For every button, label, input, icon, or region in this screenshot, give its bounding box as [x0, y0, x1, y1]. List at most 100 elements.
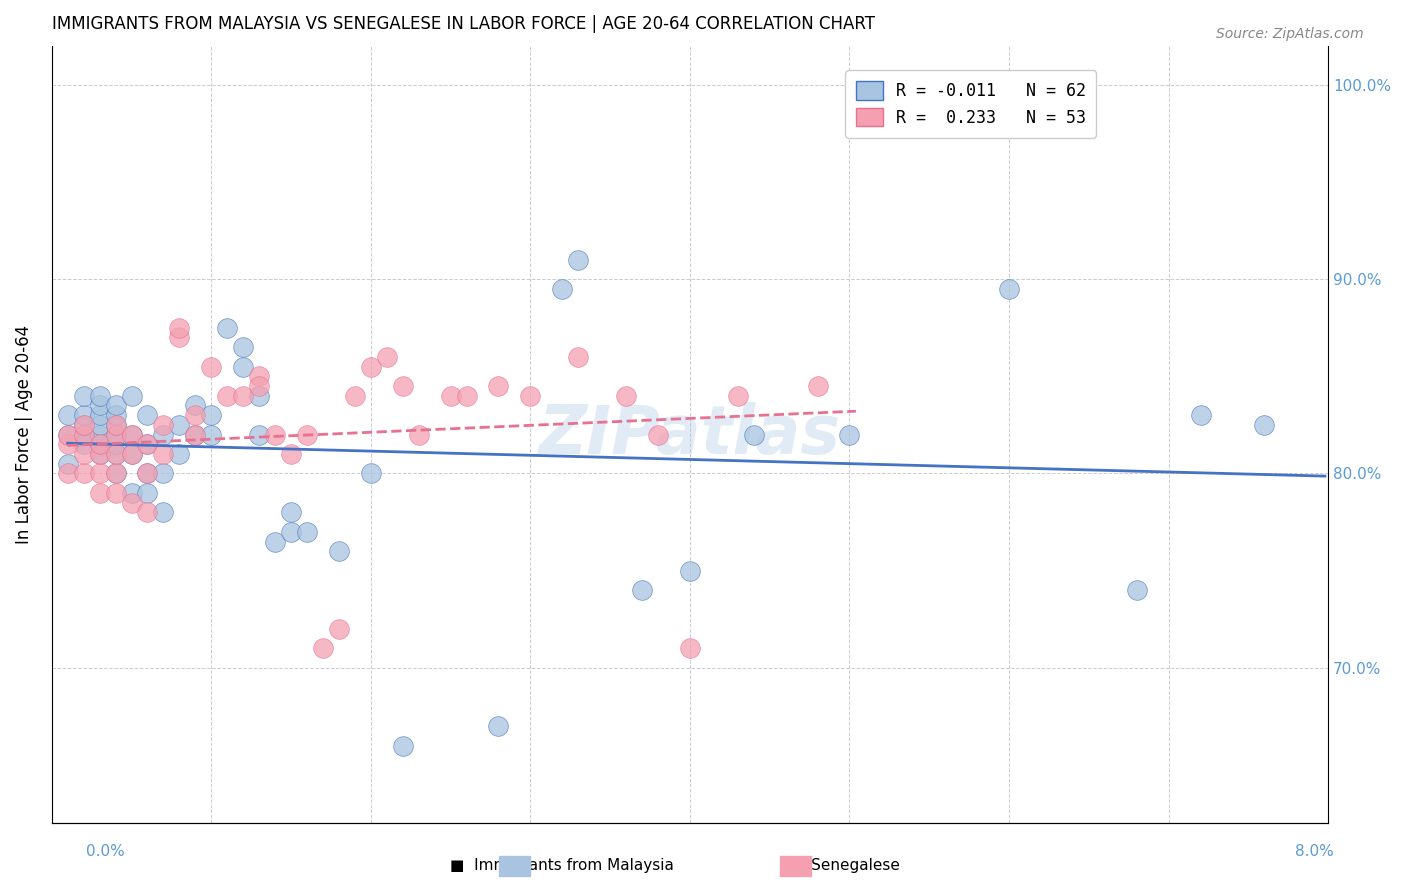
Point	[73, 427, 96, 442]
Point	[104, 467, 127, 481]
Point	[152, 505, 174, 519]
Point	[488, 379, 510, 393]
Point	[136, 467, 159, 481]
Point	[217, 320, 239, 334]
Point	[1253, 417, 1275, 432]
Point	[89, 398, 111, 412]
Point	[217, 389, 239, 403]
Point	[838, 427, 860, 442]
Point	[121, 427, 143, 442]
Text: ■  Senegalese: ■ Senegalese	[787, 858, 900, 872]
Point	[232, 340, 254, 354]
Point	[184, 408, 207, 422]
Point	[551, 282, 574, 296]
Text: IMMIGRANTS FROM MALAYSIA VS SENEGALESE IN LABOR FORCE | AGE 20-64 CORRELATION CH: IMMIGRANTS FROM MALAYSIA VS SENEGALESE I…	[52, 15, 875, 33]
Point	[104, 417, 127, 432]
Point	[247, 369, 270, 384]
Point	[56, 408, 79, 422]
Point	[200, 427, 222, 442]
Point	[89, 467, 111, 481]
Point	[280, 524, 302, 539]
Point	[806, 379, 828, 393]
Point	[73, 447, 96, 461]
Point	[73, 389, 96, 403]
Text: ZIPatlas: ZIPatlas	[538, 401, 841, 467]
Point	[136, 486, 159, 500]
Point	[343, 389, 366, 403]
Point	[456, 389, 478, 403]
Text: ■  Immigrants from Malaysia: ■ Immigrants from Malaysia	[450, 858, 675, 872]
Point	[328, 622, 350, 636]
Point	[121, 486, 143, 500]
Point	[121, 447, 143, 461]
Point	[89, 447, 111, 461]
Point	[631, 583, 654, 598]
Text: Source: ZipAtlas.com: Source: ZipAtlas.com	[1216, 27, 1364, 41]
Point	[152, 447, 174, 461]
Point	[136, 408, 159, 422]
Point	[56, 427, 79, 442]
Point	[121, 427, 143, 442]
Point	[73, 417, 96, 432]
Point	[184, 427, 207, 442]
Point	[169, 447, 191, 461]
Point	[519, 389, 541, 403]
Point	[328, 544, 350, 558]
Point	[247, 389, 270, 403]
Point	[375, 350, 398, 364]
Point	[89, 437, 111, 451]
Point	[104, 467, 127, 481]
Point	[121, 495, 143, 509]
Point	[312, 641, 335, 656]
Point	[614, 389, 637, 403]
Point	[152, 417, 174, 432]
Point	[136, 467, 159, 481]
Point	[184, 398, 207, 412]
Point	[647, 427, 669, 442]
Point	[408, 427, 430, 442]
Point	[89, 427, 111, 442]
Point	[73, 417, 96, 432]
Point	[391, 379, 413, 393]
Point	[998, 282, 1021, 296]
Point	[391, 739, 413, 753]
Point	[567, 350, 589, 364]
Point	[89, 408, 111, 422]
Point	[104, 447, 127, 461]
Point	[56, 457, 79, 471]
Point	[247, 379, 270, 393]
Point	[104, 417, 127, 432]
Point	[280, 505, 302, 519]
Point	[360, 467, 382, 481]
Point	[184, 427, 207, 442]
Point	[232, 389, 254, 403]
Point	[121, 389, 143, 403]
Point	[56, 467, 79, 481]
Point	[89, 437, 111, 451]
Point	[104, 427, 127, 442]
Point	[1125, 583, 1147, 598]
Point	[73, 427, 96, 442]
Point	[89, 389, 111, 403]
Point	[56, 427, 79, 442]
Point	[89, 447, 111, 461]
Point	[169, 417, 191, 432]
Point	[264, 534, 287, 549]
Point	[488, 719, 510, 733]
Text: 0.0%: 0.0%	[86, 845, 125, 859]
Point	[232, 359, 254, 374]
Point	[247, 427, 270, 442]
Point	[73, 408, 96, 422]
Point	[136, 505, 159, 519]
Point	[679, 564, 702, 578]
Point	[73, 467, 96, 481]
Point	[104, 398, 127, 412]
Point	[727, 389, 749, 403]
Point	[136, 437, 159, 451]
Point	[295, 524, 318, 539]
Point	[295, 427, 318, 442]
Point	[152, 467, 174, 481]
Point	[567, 252, 589, 267]
Point	[280, 447, 302, 461]
Point	[152, 427, 174, 442]
